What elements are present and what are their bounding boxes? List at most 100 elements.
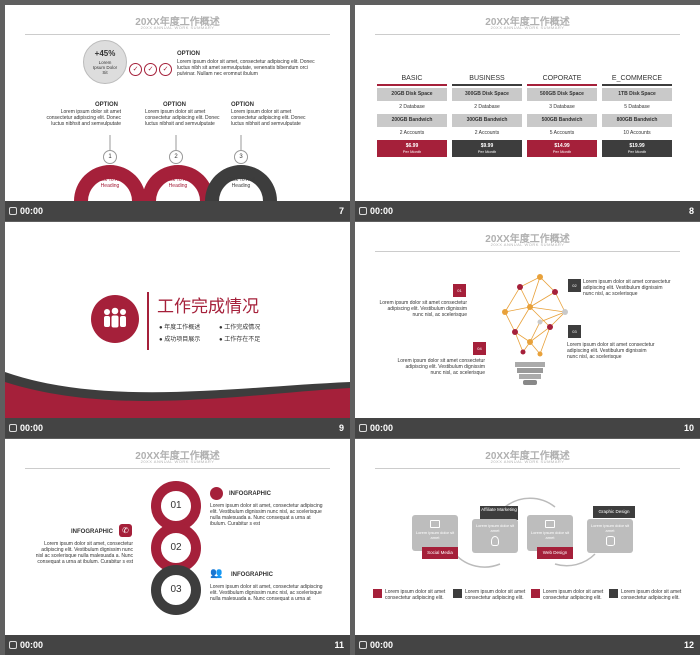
slide-title: 20XX年度工作概述 bbox=[485, 451, 570, 462]
process-label: Social Media bbox=[422, 547, 458, 559]
infographic-heading: INFOGRAPHIC bbox=[71, 529, 113, 535]
slide-title: 20XX年度工作概述 bbox=[485, 17, 570, 28]
option-heading: OPTION bbox=[177, 51, 201, 57]
ring-number-03: 03 bbox=[170, 584, 182, 595]
price-box: $19.99 Per Month bbox=[602, 140, 672, 157]
check-icon: ✓ bbox=[159, 63, 172, 76]
slide-subtitle: 20XX ANNUAL WORK SUMMARY bbox=[140, 459, 215, 464]
ring-stack-graphic bbox=[151, 481, 201, 615]
team-icon-circle bbox=[91, 295, 139, 343]
plan-row: 200GB Bandwich bbox=[377, 114, 447, 127]
card-icon bbox=[430, 520, 440, 528]
phone-icon: ✆ bbox=[119, 524, 132, 537]
check-icon: ✓ bbox=[144, 63, 157, 76]
text-block: Lorem ipsum dolor sit amet consectetur a… bbox=[567, 342, 655, 360]
plan-row: 10 Accounts bbox=[623, 130, 651, 136]
slide-subtitle: 20XX ANNUAL WORK SUMMARY bbox=[140, 25, 215, 30]
slide-thumbnail-10[interactable]: 20XX年度工作概述 20XX ANNUAL WORK SUMMARY 01 bbox=[355, 222, 700, 438]
card-text: Lorem ipsum dolor sit amet bbox=[590, 523, 630, 533]
process-card: Lorem ipsum dolor sit amet bbox=[412, 515, 458, 551]
slide-canvas: 20XX年度工作概述 20XX ANNUAL WORK SUMMARY Lore… bbox=[355, 439, 700, 635]
legend-row: Lorem ipsum dolor sit amet consectetur a… bbox=[373, 589, 685, 605]
people-icon: 👥 bbox=[210, 568, 223, 579]
text-block: Lorem ipsum dolor sit amet consectetur a… bbox=[379, 300, 467, 318]
plan-row: 20GB Disk Space bbox=[377, 88, 447, 101]
price-value: $19.99 bbox=[629, 143, 645, 149]
animation-star-icon bbox=[359, 207, 367, 215]
plan-name: COPORATE bbox=[527, 75, 597, 86]
slide-canvas: 20XX年度工作概述 20XX ANNUAL WORK SUMMARY 01 bbox=[355, 222, 700, 418]
price-box: $6.99 Per Month bbox=[377, 140, 447, 157]
slide-number: 11 bbox=[334, 640, 344, 650]
slide-thumbnail-7[interactable]: 20XX年度工作概述 20XX ANNUAL WORK SUMMARY +45%… bbox=[5, 5, 350, 221]
price-box: $9.99 Per Month bbox=[452, 140, 522, 157]
slide-thumbnail-11[interactable]: 20XX年度工作概述 20XX ANNUAL WORK SUMMARY 01 0… bbox=[5, 439, 350, 655]
timing: 00:00 bbox=[359, 206, 393, 216]
plan-row: 300GB Disk Space bbox=[452, 88, 522, 101]
wave-graphic bbox=[5, 372, 350, 418]
slide-number: 7 bbox=[338, 206, 344, 216]
plan-row: 500GB Disk Space bbox=[527, 88, 597, 101]
infographic-heading: INFOGRAPHIC bbox=[229, 491, 271, 497]
card-text: Lorem ipsum dolor sit amet bbox=[475, 523, 515, 533]
step-3-marker: 3 bbox=[234, 150, 248, 164]
price-box: $14.99 Per Month bbox=[527, 140, 597, 157]
text-block: Lorem ipsum dolor sit amet consectetur a… bbox=[397, 358, 485, 376]
process-label: Graphic Design bbox=[593, 506, 635, 518]
check-icon: ✓ bbox=[129, 63, 142, 76]
plan-row: 800GB Bandwich bbox=[602, 114, 672, 127]
slide-thumbnail-12[interactable]: 20XX年度工作概述 20XX ANNUAL WORK SUMMARY Lore… bbox=[355, 439, 700, 655]
animation-star-icon bbox=[9, 424, 17, 432]
step-1-label: Click To Add Heading bbox=[96, 177, 124, 189]
plan-row: 500GB Bandwich bbox=[527, 114, 597, 127]
slide-number: 8 bbox=[688, 206, 694, 216]
tag-04: 04 bbox=[473, 342, 486, 355]
animation-star-icon bbox=[359, 641, 367, 649]
title-divider bbox=[25, 468, 330, 469]
section-heading: 工作完成情况 bbox=[157, 297, 259, 316]
price-period: Per Month bbox=[477, 149, 497, 154]
price-value: $9.99 bbox=[480, 143, 494, 149]
database-icon bbox=[605, 536, 615, 546]
pricing-column-basic: BASIC 20GB Disk Space 2 Database 200GB B… bbox=[377, 75, 447, 157]
slide-title: 20XX年度工作概述 bbox=[485, 234, 570, 245]
ring-number-02: 02 bbox=[170, 542, 182, 553]
process-card: Lorem ipsum dolor sit amet bbox=[587, 519, 633, 553]
slide-number: 9 bbox=[338, 423, 344, 433]
slide-canvas: 工作完成情况 ● 年度工作概述 ● 工作完成情况 ● 成功项目展示 ● 工作存在… bbox=[5, 222, 350, 418]
price-period: Per Month bbox=[627, 149, 647, 154]
process-label: Affiliate Marketing bbox=[480, 506, 518, 520]
process-label: Web Design bbox=[537, 547, 573, 559]
slide-thumbnail-9[interactable]: 工作完成情况 ● 年度工作概述 ● 工作完成情况 ● 成功项目展示 ● 工作存在… bbox=[5, 222, 350, 438]
animation-star-icon bbox=[359, 424, 367, 432]
animation-star-icon bbox=[9, 207, 17, 215]
percent-caption: Lorem Ipsum Dolor Sit bbox=[92, 60, 118, 75]
plan-row: 3 Database bbox=[549, 104, 575, 110]
legend-text: Lorem ipsum dolor sit amet consectetur a… bbox=[385, 589, 446, 601]
title-divider bbox=[375, 34, 680, 35]
option-1-text: Lorem ipsum dolor sit amet consectetur a… bbox=[46, 109, 122, 127]
timing: 00:00 bbox=[9, 206, 43, 216]
text-block: Lorem ipsum dolor sit amet consectetur a… bbox=[583, 279, 671, 297]
plan-row: 5 Database bbox=[624, 104, 650, 110]
lightbulb-icon bbox=[491, 536, 499, 546]
plan-row: 5 Accounts bbox=[549, 130, 575, 136]
animation-star-icon bbox=[9, 641, 17, 649]
slide-canvas: 20XX年度工作概述 20XX ANNUAL WORK SUMMARY 01 0… bbox=[5, 439, 350, 635]
tag-02: 02 bbox=[568, 279, 581, 292]
step-3-label: Click To Add Heading bbox=[227, 177, 255, 189]
section-divider bbox=[147, 292, 149, 350]
percent-value: +45% bbox=[94, 49, 116, 58]
slide-canvas: 20XX年度工作概述 20XX ANNUAL WORK SUMMARY BASI… bbox=[355, 5, 700, 201]
slide-subtitle: 20XX ANNUAL WORK SUMMARY bbox=[490, 242, 565, 247]
plan-name: E_COMMERCE bbox=[602, 75, 672, 86]
legend-swatch bbox=[373, 589, 382, 598]
option-text: Lorem ipsum dolor sit amet, consectetur … bbox=[177, 59, 315, 77]
process-arcs bbox=[454, 497, 596, 568]
globe-icon bbox=[210, 487, 223, 500]
team-icon bbox=[104, 307, 126, 328]
slide-thumbnail-8[interactable]: 20XX年度工作概述 20XX ANNUAL WORK SUMMARY BASI… bbox=[355, 5, 700, 221]
percent-circle: +45% Lorem Ipsum Dolor Sit bbox=[83, 40, 127, 84]
option-3-heading: OPTION bbox=[231, 102, 255, 108]
infographic-text: Lorem ipsum dolor sit amet, consectetur … bbox=[35, 541, 133, 565]
